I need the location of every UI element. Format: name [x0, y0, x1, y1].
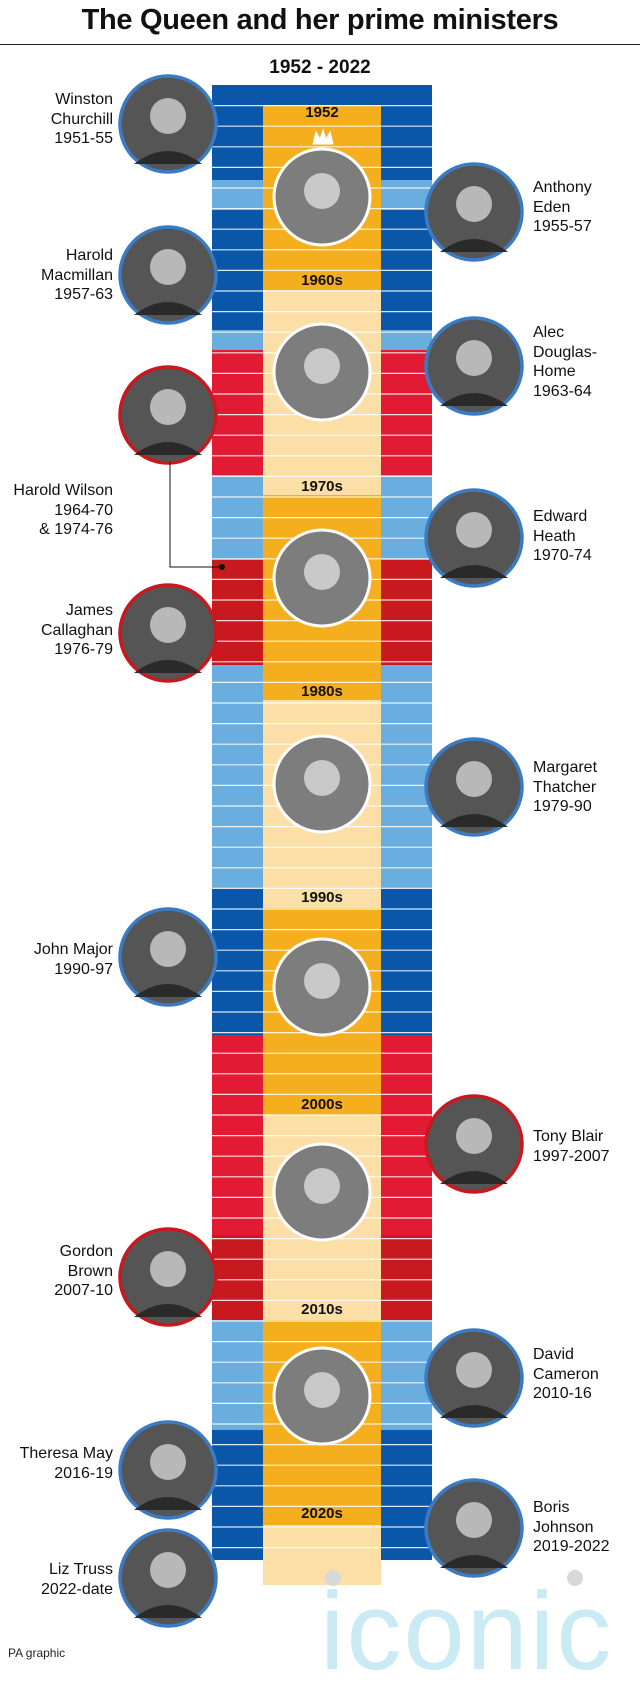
portrait-shoulders: [134, 1605, 202, 1618]
portrait-face: [150, 98, 186, 134]
portrait-shoulders: [134, 1497, 202, 1510]
decade-label: 1970s: [301, 478, 343, 495]
wilson-connector-dot: [219, 564, 225, 570]
portrait-shoulders: [440, 393, 508, 406]
watermark-dot: [325, 1570, 341, 1586]
decade-label: 1960s: [301, 272, 343, 289]
portrait-face: [456, 761, 492, 797]
pm-name-label: Harold Wilson 1964-70 & 1974-76: [13, 482, 113, 538]
pm-name-label: Margaret Thatcher 1979-90: [533, 759, 598, 815]
crown-icon: [312, 128, 334, 145]
decade-label: 1952: [305, 104, 339, 121]
pm-name-label: Edward Heath 1970-74: [533, 508, 592, 564]
portrait-shoulders: [134, 660, 202, 673]
portrait-face: [456, 1352, 492, 1388]
portrait-shoulders: [440, 814, 508, 827]
portrait-shoulders: [134, 302, 202, 315]
pm-name-label: Alec Douglas- Home 1963-64: [533, 324, 598, 400]
portrait-face: [150, 249, 186, 285]
decade-label: 1990s: [301, 889, 343, 906]
portrait-shoulders: [440, 1405, 508, 1418]
portrait-face: [150, 1552, 186, 1588]
portrait-shoulders: [134, 1304, 202, 1317]
portrait-face: [304, 173, 340, 209]
portrait-shoulders: [440, 565, 508, 578]
portrait-shoulders: [134, 151, 202, 164]
pm-name-label: Gordon Brown 2007-10: [54, 1243, 113, 1299]
portrait-face: [150, 1444, 186, 1480]
portrait-face: [304, 554, 340, 590]
pm-name-label: Winston Churchill 1951-55: [50, 91, 113, 147]
watermark-logo: iconic: [320, 1570, 614, 1693]
portrait-face: [456, 186, 492, 222]
decade-label: 1980s: [301, 683, 343, 700]
pm-name-label: Tony Blair 1997-2007: [533, 1128, 610, 1165]
title-divider: [0, 44, 640, 45]
page-title: The Queen and her prime ministers: [81, 4, 559, 36]
wilson-connector-line: [169, 462, 222, 568]
portrait-shoulders: [440, 1555, 508, 1568]
pm-name-label: Anthony Eden 1955-57: [533, 179, 592, 235]
queen-column: [263, 1525, 381, 1585]
pm-name-label: Liz Truss 2022-date: [40, 1561, 113, 1598]
pm-name-label: John Major 1990-97: [33, 941, 113, 978]
portrait-face: [456, 1118, 492, 1154]
pm-name-label: David Cameron 2010-16: [533, 1346, 599, 1402]
pm-name-label: Theresa May 2016-19: [19, 1445, 113, 1482]
date-range: 1952 - 2022: [269, 57, 371, 78]
decade-label: 2020s: [301, 1505, 343, 1522]
watermark-dot: [567, 1570, 583, 1586]
portrait-face: [304, 348, 340, 384]
portrait-face: [150, 607, 186, 643]
pm-name-label: Boris Johnson 2019-2022: [533, 1499, 610, 1555]
portrait-face: [150, 1251, 186, 1287]
portrait-face: [304, 1372, 340, 1408]
portrait-face: [304, 963, 340, 999]
portrait-face: [456, 512, 492, 548]
pm-name-label: James Callaghan 1976-79: [40, 602, 113, 658]
portrait-shoulders: [134, 984, 202, 997]
portrait-shoulders: [440, 1171, 508, 1184]
portrait-shoulders: [134, 442, 202, 455]
source-credit: PA graphic: [8, 1646, 66, 1660]
portrait-shoulders: [440, 239, 508, 252]
decade-label: 2010s: [301, 1301, 343, 1318]
pm-name-label: Harold Macmillan 1957-63: [40, 247, 113, 303]
portrait-face: [150, 389, 186, 425]
portrait-face: [150, 931, 186, 967]
decade-label: 2000s: [301, 1096, 343, 1113]
portrait-face: [456, 1502, 492, 1538]
portrait-face: [456, 340, 492, 376]
portrait-face: [304, 1168, 340, 1204]
portrait-face: [304, 760, 340, 796]
